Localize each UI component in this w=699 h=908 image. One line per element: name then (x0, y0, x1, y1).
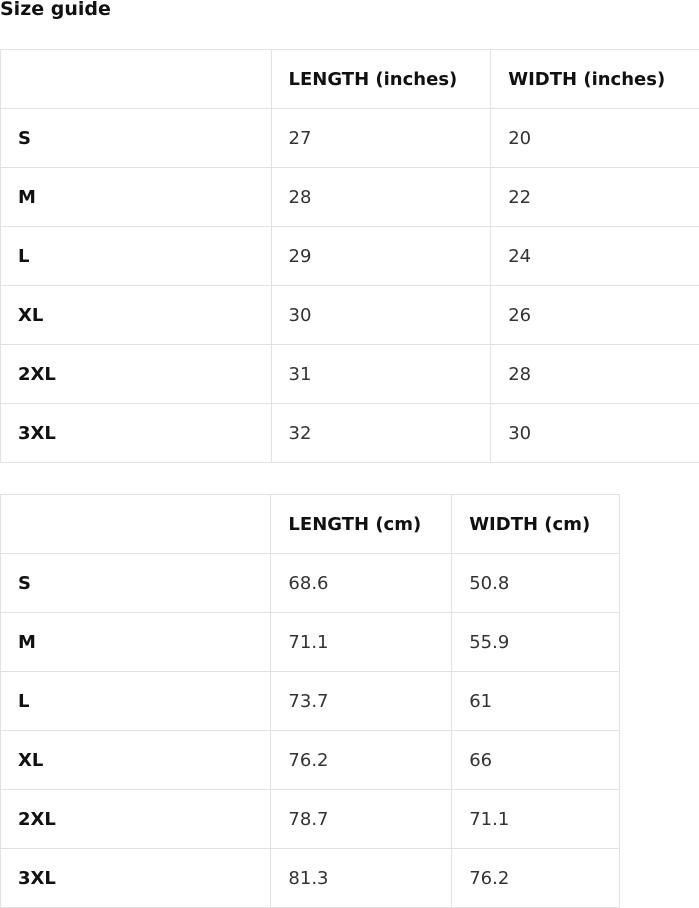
width-cell: 61 (451, 671, 620, 731)
size-cell: L (0, 671, 272, 731)
table-row: 3XL 81.3 76.2 (0, 848, 620, 908)
width-cell: 24 (490, 226, 699, 286)
table-header-row: LENGTH (cm) WIDTH (cm) (0, 494, 620, 554)
length-cell: 31 (270, 344, 492, 404)
width-cell: 26 (490, 285, 699, 345)
length-cell: 78.7 (270, 789, 453, 849)
table-row: L 29 24 (0, 226, 699, 286)
table-row: XL 76.2 66 (0, 730, 620, 790)
size-cell: M (0, 167, 272, 227)
length-cell: 68.6 (270, 553, 453, 613)
table-header-row: LENGTH (inches) WIDTH (inches) (0, 49, 699, 109)
length-cell: 73.7 (270, 671, 453, 731)
table-row: XL 30 26 (0, 285, 699, 345)
length-cell: 30 (270, 285, 492, 345)
width-cell: 22 (490, 167, 699, 227)
header-size (0, 49, 272, 109)
size-cell: 3XL (0, 848, 272, 908)
length-cell: 76.2 (270, 730, 453, 790)
header-size (0, 494, 272, 554)
table-row: S 27 20 (0, 108, 699, 168)
size-cell: L (0, 226, 272, 286)
size-cell: 2XL (0, 344, 272, 404)
table-row: M 71.1 55.9 (0, 612, 620, 672)
size-cell: M (0, 612, 272, 672)
length-cell: 32 (270, 403, 492, 463)
width-cell: 28 (490, 344, 699, 404)
length-cell: 71.1 (270, 612, 453, 672)
size-table-cm: LENGTH (cm) WIDTH (cm) S 68.6 50.8 M 71.1 55.… (0, 494, 620, 908)
size-table-inches: LENGTH (inches) WIDTH (inches) S 27 20 M 28 2… (0, 49, 699, 463)
size-cell: XL (0, 730, 272, 790)
header-length: LENGTH (inches) (270, 49, 492, 109)
size-cell: 2XL (0, 789, 272, 849)
size-cell: 3XL (0, 403, 272, 463)
width-cell: 76.2 (451, 848, 620, 908)
size-cell: XL (0, 285, 272, 345)
width-cell: 66 (451, 730, 620, 790)
width-cell: 30 (490, 403, 699, 463)
table-row: M 28 22 (0, 167, 699, 227)
page-title: Size guide (0, 0, 111, 20)
size-cell: S (0, 108, 272, 168)
header-length: LENGTH (cm) (270, 494, 453, 554)
length-cell: 81.3 (270, 848, 453, 908)
table-row: 2XL 31 28 (0, 344, 699, 404)
table-row: S 68.6 50.8 (0, 553, 620, 613)
table-row: 2XL 78.7 71.1 (0, 789, 620, 849)
width-cell: 71.1 (451, 789, 620, 849)
width-cell: 50.8 (451, 553, 620, 613)
size-cell: S (0, 553, 272, 613)
table-row: L 73.7 61 (0, 671, 620, 731)
length-cell: 27 (270, 108, 492, 168)
header-width: WIDTH (cm) (451, 494, 620, 554)
width-cell: 20 (490, 108, 699, 168)
length-cell: 29 (270, 226, 492, 286)
header-width: WIDTH (inches) (490, 49, 699, 109)
width-cell: 55.9 (451, 612, 620, 672)
length-cell: 28 (270, 167, 492, 227)
table-row: 3XL 32 30 (0, 403, 699, 463)
